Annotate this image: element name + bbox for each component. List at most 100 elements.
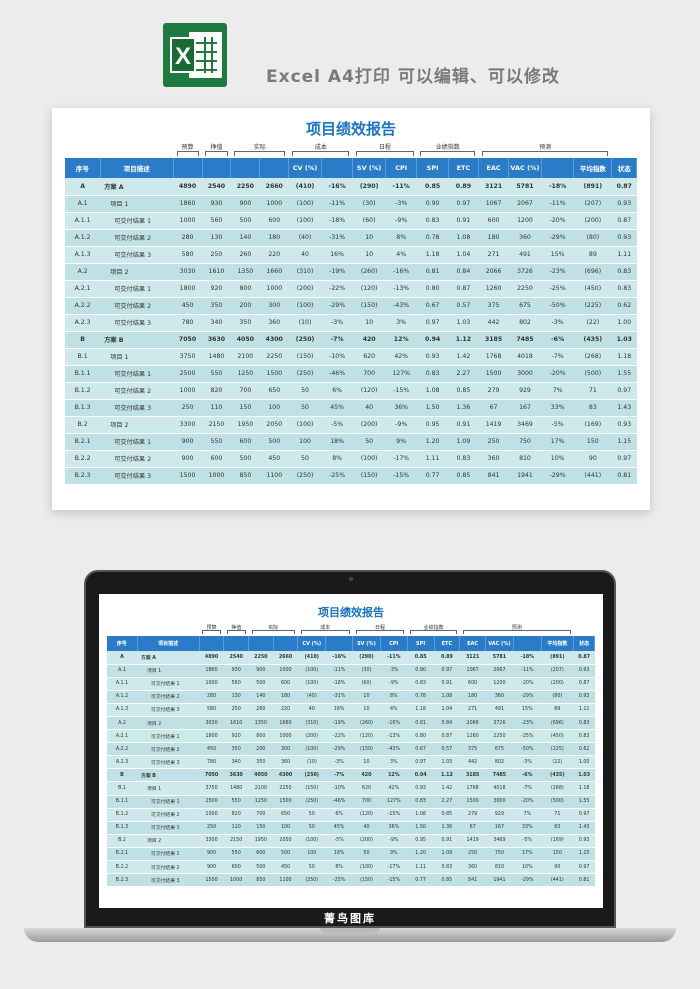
screen-cell-cvp: -29% xyxy=(325,742,353,757)
cell-spi: 2.27 xyxy=(448,365,479,383)
screen-cell-vac: 83 xyxy=(541,821,574,835)
cell-id: B.1.1 xyxy=(65,365,101,383)
screen-column-group-labels: 预算 挣值 实际 成本 日程 业绩指数 预测 xyxy=(107,622,595,636)
table-row: B.2 项目 2 3300 2150 1950 2050 (100) -5% (200) -9% 0… xyxy=(65,416,637,434)
cell-pv: 250 xyxy=(202,246,231,264)
screen-cell-desc: 可交付结果 2 xyxy=(137,860,200,875)
cell-eac: 360 xyxy=(508,229,542,247)
table-row: A.2.2 可交付结果 2 450 350 200 300 (100) -29% (150) -4… xyxy=(65,297,637,315)
cell-cv: (100) xyxy=(288,195,322,213)
screen-group-label: 预测 xyxy=(511,625,522,631)
screen-column-header: CV (%) xyxy=(297,636,327,651)
cell-id: A.2.3 xyxy=(65,314,101,332)
cell-bac: 3300 xyxy=(173,416,202,434)
table-row: B.2.3 可交付结果 3 1500 1000 850 1100 (250) -25% (150… xyxy=(65,467,637,485)
screen-group-label: 挣值 xyxy=(231,625,242,631)
column-group-labels: 预算 挣值 实际 成本 日程 业绩指数 预测 xyxy=(65,140,637,158)
screen-cell-svp: 42% xyxy=(380,781,408,796)
screen-cell-id: A.1.2 xyxy=(107,690,138,704)
column-header xyxy=(173,158,203,178)
screen-cell-cv: (10) xyxy=(297,755,326,770)
screen-cell-svp: -15% xyxy=(380,873,408,888)
screen-cell-svp: -13% xyxy=(380,729,408,744)
cell-svp: -17% xyxy=(385,450,417,468)
brand-watermark: 菁鸟图库 xyxy=(324,912,376,925)
screen-cell-etc: 360 xyxy=(459,860,486,875)
cell-sv: (260) xyxy=(352,263,386,281)
screen-cell-spi: 0.83 xyxy=(434,860,460,875)
cell-ac: 1660 xyxy=(259,263,289,281)
cell-ac: 1000 xyxy=(259,280,289,298)
screen-cell-cvp: -31% xyxy=(325,690,353,704)
cell-avg: 0.93 xyxy=(611,195,637,213)
screen-cell-vacp: 33% xyxy=(513,821,542,835)
cell-avg: 1.15 xyxy=(611,433,637,451)
column-header: SPI xyxy=(416,158,449,178)
table-row: B 方案 B 7050 3630 4050 4300 (250) -7% 420 12% 0.94 1… xyxy=(65,331,637,349)
screen-cell-cpi: 0.81 xyxy=(407,716,435,731)
cell-svp: -15% xyxy=(385,467,417,485)
screen-cell-cv: (200) xyxy=(297,729,326,744)
column-header: CV (%) xyxy=(288,158,322,178)
cell-cv: 50 xyxy=(288,450,322,468)
cell-avg: 0.97 xyxy=(611,382,637,400)
screen-cell-vac: 150 xyxy=(541,847,574,862)
column-header: SV (%) xyxy=(352,158,386,178)
screen-cell-id: A.2.1 xyxy=(107,729,138,744)
cell-cv: (250) xyxy=(288,467,322,485)
screen-cell-sv: (150) xyxy=(352,873,381,888)
cell-ac: 180 xyxy=(259,229,289,247)
group-label: 实际 xyxy=(253,144,266,151)
cell-ac: 2660 xyxy=(259,178,289,196)
group-label: 成本 xyxy=(314,144,327,151)
cell-ac: 2250 xyxy=(259,348,289,366)
cell-cvp: -22% xyxy=(321,280,353,298)
screen-cell-cv: (100) xyxy=(297,677,326,691)
screen-cell-cvp: -46% xyxy=(325,795,353,809)
cell-desc: 可交付结果 1 xyxy=(100,433,174,451)
screen-cell-avg: 1.00 xyxy=(573,755,595,770)
cell-bac: 1860 xyxy=(173,195,202,213)
group-label: 预算 xyxy=(181,144,194,151)
cell-etc: 3121 xyxy=(478,178,509,196)
screen-cell-bac: 280 xyxy=(199,690,224,704)
screen-cell-cv: 50 xyxy=(297,860,326,875)
screen-table-row: B.2.3 可交付结果 3 1500 1000 850 1100 (250) -25% (150… xyxy=(107,873,595,888)
screen-cell-cvp: 6% xyxy=(325,808,353,822)
screen-cell-vacp: 7% xyxy=(513,808,542,822)
screen-group-label: 成本 xyxy=(320,625,331,631)
cell-ev: 1350 xyxy=(230,263,260,281)
screen-cell-cpi: 0.94 xyxy=(407,768,435,783)
column-header xyxy=(259,158,290,178)
screen-table-row: B.1 项目 1 3750 1480 2100 2250 (150) -10% 620 42% 0.… xyxy=(107,781,595,796)
cell-vac: 83 xyxy=(573,399,612,417)
screen-cell-etc: 375 xyxy=(459,742,486,757)
cell-ev: 700 xyxy=(230,382,260,400)
screen-cell-vac: (169) xyxy=(541,834,574,848)
cell-etc: 67 xyxy=(478,399,509,417)
screen-cell-etc: 1067 xyxy=(459,664,486,678)
screen-cell-vac: (207) xyxy=(541,664,574,678)
cell-cvp: 8% xyxy=(321,450,353,468)
screen-cell-eac: 750 xyxy=(485,847,514,862)
screen-cell-spi: 2.27 xyxy=(434,795,460,809)
screen-cell-cvp: -3% xyxy=(325,755,353,770)
screen-cell-pv: 1000 xyxy=(223,873,249,888)
column-header: 状态 xyxy=(611,158,638,178)
cell-eac: 3000 xyxy=(508,365,542,383)
cell-eac: 7485 xyxy=(508,331,542,349)
screen-cell-spi: 0.87 xyxy=(434,729,460,744)
excel-letter: X xyxy=(170,37,196,73)
table-row: B.1 项目 1 3750 1480 2100 2250 (150) -10% 620 42% 0.… xyxy=(65,348,637,366)
cell-pv: 560 xyxy=(202,212,231,230)
cell-cpi: 0.78 xyxy=(416,229,449,247)
cell-id: B.2.1 xyxy=(65,433,101,451)
screen-cell-sv: 50 xyxy=(352,847,381,862)
cell-pv: 3630 xyxy=(202,331,231,349)
screen-cell-desc: 可交付结果 1 xyxy=(137,847,200,862)
screen-cell-desc: 方案 A xyxy=(137,651,200,665)
laptop-base xyxy=(24,928,676,942)
cell-eac: 810 xyxy=(508,450,542,468)
cell-ac: 100 xyxy=(259,399,289,417)
cell-cvp: -31% xyxy=(321,229,353,247)
